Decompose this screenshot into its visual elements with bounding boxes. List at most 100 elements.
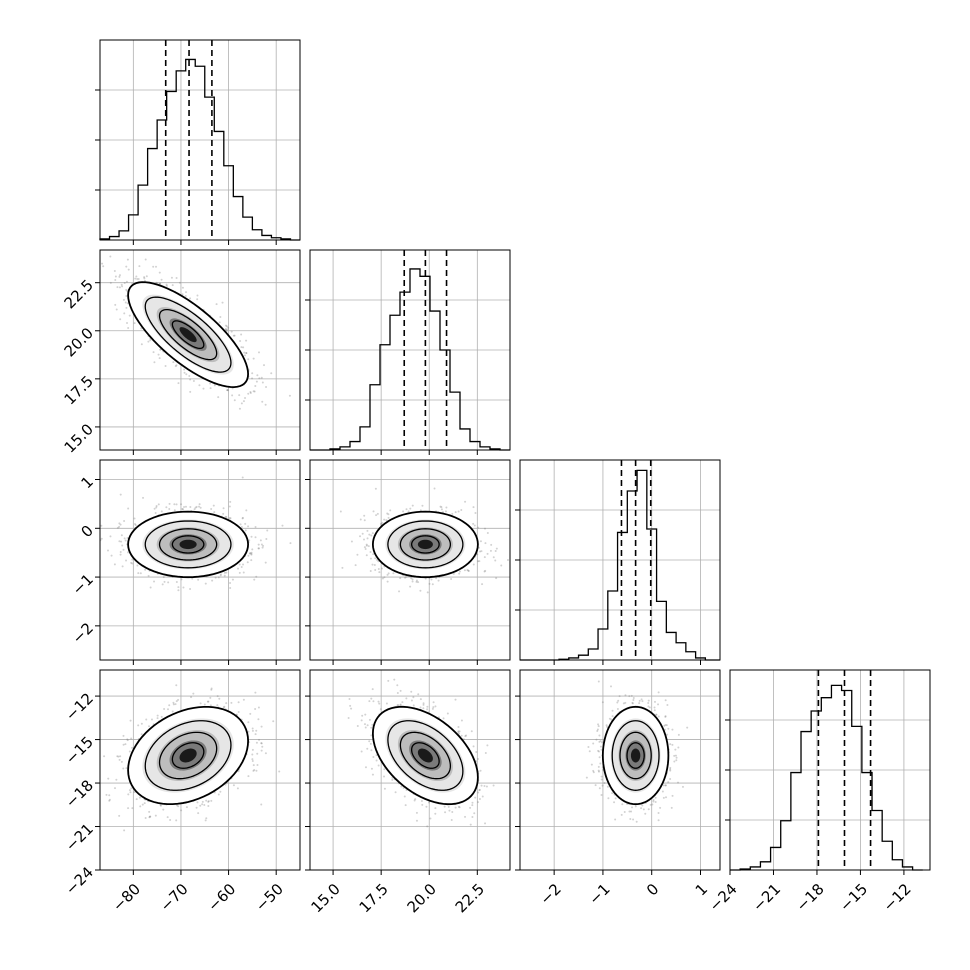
histogram-panel-1 bbox=[95, 39, 301, 245]
scatter-point bbox=[240, 333, 243, 336]
scatter-point bbox=[177, 586, 180, 589]
scatter-point bbox=[494, 559, 497, 562]
scatter-point bbox=[657, 691, 660, 694]
scatter-point bbox=[375, 759, 378, 762]
scatter-point bbox=[450, 819, 453, 822]
scatter-point bbox=[673, 760, 676, 763]
scatter-point bbox=[257, 718, 260, 721]
scatter-point bbox=[389, 509, 392, 512]
scatter-point bbox=[597, 765, 600, 768]
y-tick-label: 15.0 bbox=[61, 420, 97, 456]
scatter-point bbox=[477, 526, 480, 529]
scatter-point bbox=[369, 569, 372, 572]
histogram-step-line bbox=[310, 268, 510, 451]
scatter-point bbox=[130, 561, 133, 564]
scatter-point bbox=[457, 805, 460, 808]
scatter-point bbox=[251, 727, 254, 730]
scatter-point bbox=[163, 708, 166, 711]
scatter-point bbox=[350, 707, 353, 710]
histogram-panel-3 bbox=[515, 459, 721, 665]
scatter-point bbox=[140, 722, 143, 725]
scatter-panel-1-4-frame bbox=[99, 669, 301, 871]
scatter-point bbox=[119, 318, 122, 321]
scatter-point bbox=[598, 787, 601, 790]
contour-line bbox=[611, 720, 660, 791]
scatter-point bbox=[209, 696, 212, 699]
scatter-point bbox=[289, 542, 292, 545]
scatter-point bbox=[638, 699, 641, 702]
scatter-point bbox=[370, 534, 373, 537]
scatter-point bbox=[256, 374, 259, 377]
scatter-point bbox=[371, 532, 374, 535]
scatter-point bbox=[472, 563, 475, 566]
scatter-point bbox=[215, 303, 218, 306]
scatter-point bbox=[495, 547, 498, 550]
scatter-panel-1-2-frame bbox=[99, 249, 301, 451]
histogram-step-line bbox=[99, 58, 300, 241]
scatter-point bbox=[474, 511, 477, 514]
scatter-point bbox=[221, 301, 224, 304]
scatter-point bbox=[261, 381, 264, 384]
scatter-point bbox=[155, 265, 158, 268]
y-tick-label: −21 bbox=[62, 820, 97, 855]
scatter-point bbox=[126, 258, 129, 261]
scatter-point bbox=[225, 515, 228, 518]
scatter-point bbox=[383, 787, 386, 790]
scatter-point bbox=[403, 795, 406, 798]
scatter-point bbox=[451, 811, 454, 814]
scatter-point bbox=[260, 803, 263, 806]
scatter-point bbox=[440, 506, 443, 509]
scatter-point bbox=[402, 510, 405, 513]
scatter-point bbox=[433, 487, 436, 490]
scatter-point bbox=[245, 339, 248, 342]
scatter-point bbox=[664, 724, 667, 727]
scatter-point bbox=[288, 394, 291, 397]
scatter-point bbox=[405, 697, 408, 700]
scatter-point bbox=[167, 581, 170, 584]
scatter-point bbox=[669, 768, 672, 771]
scatter-point bbox=[158, 282, 161, 285]
scatter-point bbox=[166, 816, 169, 819]
scatter-point bbox=[212, 504, 215, 507]
scatter-point bbox=[472, 522, 475, 525]
scatter-point bbox=[185, 806, 188, 809]
scatter-point bbox=[484, 751, 487, 754]
histogram-panel-2-frame bbox=[309, 249, 511, 451]
scatter-point bbox=[123, 282, 126, 285]
scatter-point bbox=[126, 302, 129, 305]
scatter-point bbox=[644, 812, 647, 815]
scatter-point bbox=[219, 574, 222, 577]
scatter-point bbox=[640, 807, 643, 810]
scatter-point bbox=[131, 746, 134, 749]
scatter-point bbox=[226, 389, 229, 392]
scatter-point bbox=[168, 507, 171, 510]
scatter-point bbox=[458, 572, 461, 575]
scatter-point bbox=[374, 569, 377, 572]
scatter-point bbox=[405, 508, 408, 511]
scatter-point bbox=[199, 804, 202, 807]
scatter-point bbox=[127, 327, 130, 330]
scatter-point bbox=[663, 724, 666, 727]
scatter-point bbox=[386, 512, 389, 515]
scatter-point bbox=[259, 539, 262, 542]
scatter-point bbox=[172, 703, 175, 706]
scatter-point bbox=[437, 579, 440, 582]
scatter-point bbox=[677, 781, 680, 784]
scatter-point bbox=[422, 702, 425, 705]
scatter-point bbox=[228, 517, 231, 520]
scatter-point bbox=[246, 561, 249, 564]
scatter-point bbox=[665, 796, 668, 799]
scatter-point bbox=[249, 391, 252, 394]
scatter-point bbox=[278, 770, 281, 773]
scatter-point bbox=[387, 572, 390, 575]
scatter-point bbox=[204, 582, 207, 585]
scatter-point bbox=[116, 526, 119, 529]
scatter-point bbox=[251, 372, 254, 375]
scatter-point bbox=[261, 745, 264, 748]
scatter-point bbox=[426, 708, 429, 711]
scatter-point bbox=[210, 688, 213, 691]
scatter-point bbox=[664, 784, 667, 787]
scatter-point bbox=[674, 754, 677, 757]
scatter-point bbox=[139, 572, 142, 575]
scatter-point bbox=[230, 701, 233, 704]
